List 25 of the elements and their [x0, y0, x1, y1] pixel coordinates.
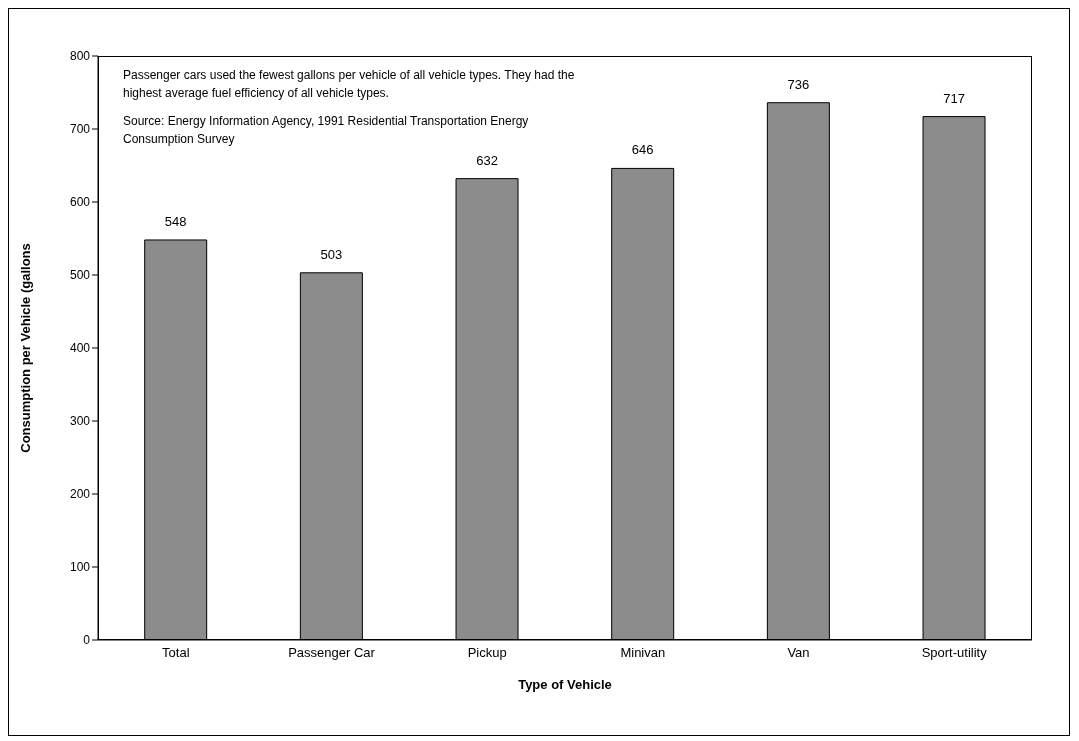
data-label: 503 [320, 246, 343, 262]
x-tick-label: Total [162, 645, 190, 661]
y-tick-label: 200 [69, 487, 91, 502]
x-tick-label: Pickup [467, 645, 507, 661]
annotation: Passenger cars used the fewest gallons per vehicle of all vehicle types. They had the highest average fuel efficiency of all vehicle types. [123, 67, 576, 102]
y-tick-label: 500 [69, 268, 91, 283]
x-tick-label: Passenger Car [288, 645, 376, 661]
y-tick-label: 100 [69, 560, 91, 575]
data-label: 717 [943, 90, 965, 106]
y-axis-title: Consumption per Vehicle (gallons [17, 243, 33, 453]
y-tick-label: 400 [69, 341, 91, 356]
y-tick-label: 0 [83, 633, 91, 648]
x-axis-title: Type of Vehicle [518, 677, 612, 693]
x-tick-label: Sport-utility [921, 645, 988, 661]
y-tick-label: 300 [69, 414, 91, 429]
x-tick-label: Van [787, 645, 810, 661]
y-tick-label: 600 [69, 195, 91, 210]
data-label: 548 [164, 213, 187, 229]
data-label: 646 [631, 142, 654, 158]
data-label: 632 [476, 152, 498, 168]
data-label: 736 [787, 76, 810, 92]
y-tick-label: 800 [69, 49, 91, 64]
x-tick-label: Minivan [620, 645, 666, 661]
annotation: Source: Energy Information Agency, 1991 Residential Transportation Energy Consumption Survey [123, 113, 530, 148]
y-tick-label: 700 [69, 122, 91, 137]
